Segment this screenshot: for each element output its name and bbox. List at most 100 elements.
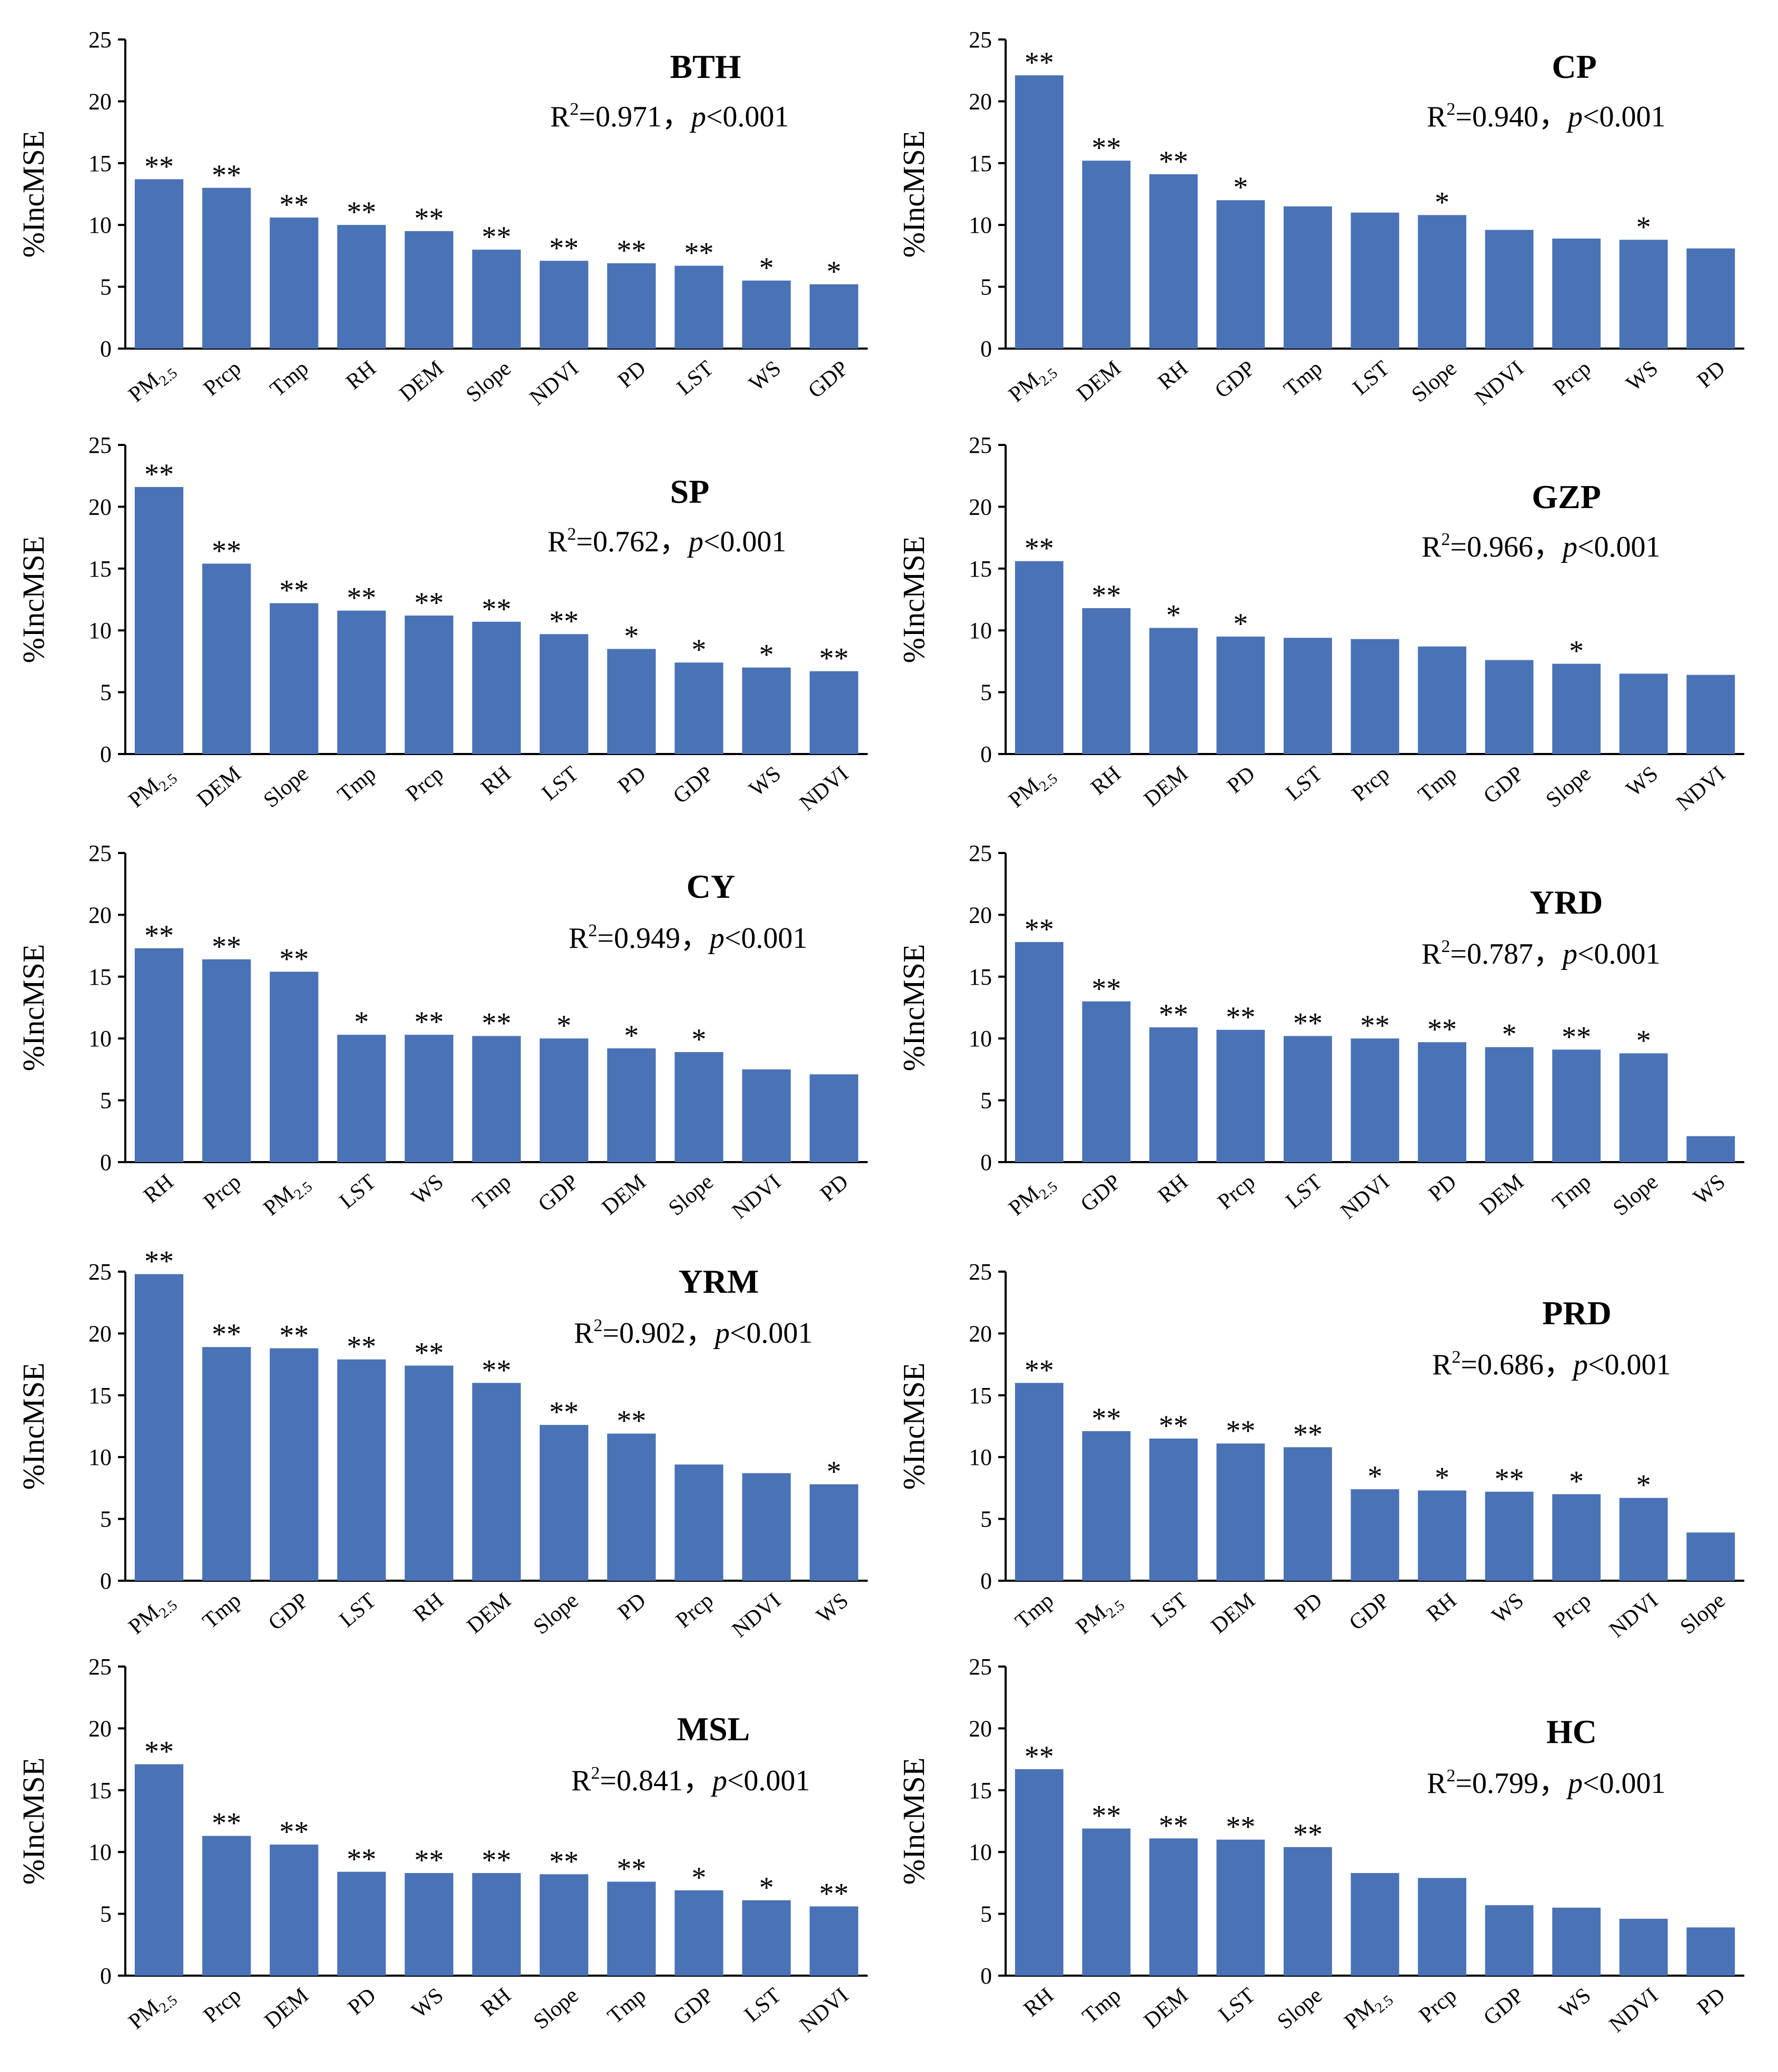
y-tick-label: 5	[980, 1506, 992, 1532]
y-tick-label: 5	[980, 1088, 992, 1114]
y-tick-label: 15	[88, 151, 112, 176]
x-tick-label: DEM	[193, 761, 246, 811]
significance-label: **	[617, 1853, 646, 1886]
stat-annotation: R2=0.902，p<0.001	[574, 1316, 813, 1350]
bar-tmp	[1015, 1383, 1064, 1581]
bar-ndvi	[1619, 1498, 1668, 1581]
bar-slope	[540, 1874, 589, 1976]
significance-label: **	[279, 943, 309, 975]
y-tick-label: 20	[88, 494, 112, 520]
x-tick-label: NDVI	[1605, 1588, 1663, 1642]
bar-ndvi	[1686, 675, 1735, 754]
bar-dem	[472, 1383, 521, 1581]
bar-pd	[809, 1074, 859, 1162]
bar-lst	[1149, 1438, 1198, 1581]
significance-label: *	[1636, 1024, 1651, 1057]
bar-pd	[1686, 248, 1735, 349]
bar-tmp	[337, 610, 386, 754]
bar-rh	[337, 225, 386, 349]
x-tick-label: Prcp	[199, 1983, 246, 2028]
x-tick-label: NDVI	[728, 1588, 786, 1642]
x-tick-label: DEM	[1139, 761, 1193, 811]
significance-label: *	[624, 1019, 639, 1052]
x-tick-label: RH	[342, 356, 381, 394]
significance-label: **	[144, 1735, 174, 1768]
y-axis-label: %IncMSE	[16, 131, 51, 258]
significance-label: *	[1636, 1469, 1651, 1502]
y-tick-label: 20	[969, 1716, 992, 1741]
chart-title: CY	[687, 868, 735, 905]
bar-gdp	[1485, 1905, 1534, 1976]
x-tick-label: LST	[538, 761, 583, 805]
y-tick-label: 5	[100, 1901, 112, 1927]
significance-label: **	[1025, 46, 1054, 79]
y-axis-label: %IncMSE	[897, 1363, 931, 1490]
significance-label: **	[347, 582, 376, 614]
x-tick-label: LST	[335, 1169, 381, 1213]
chart-title: YRD	[1530, 884, 1603, 921]
bar-tmp	[1082, 1828, 1131, 1976]
x-tick-label: Prcp	[671, 1588, 718, 1633]
x-tick-label: PD	[613, 1588, 651, 1625]
x-tick-label: GDP	[1210, 356, 1260, 403]
x-tick-label: LST	[1348, 356, 1394, 400]
bar-ws	[1619, 673, 1668, 754]
x-tick-label: RH	[1422, 1588, 1461, 1627]
y-tick-label: 0	[100, 1568, 112, 1594]
x-tick-label: DEM	[1207, 1588, 1260, 1638]
significance-label: *	[1368, 1460, 1383, 1493]
bar-slope	[1552, 663, 1601, 754]
x-tick-label: RH	[476, 1983, 515, 2021]
x-tick-label: Slope	[1608, 1169, 1663, 1221]
x-tick-label: RH	[1086, 761, 1125, 800]
significance-label: **	[414, 1844, 444, 1877]
y-tick-label: 5	[100, 274, 112, 300]
x-tick-label: GDP	[1479, 1983, 1528, 2030]
significance-label: **	[1091, 1402, 1121, 1435]
bar-pm25	[1015, 75, 1064, 349]
bar-ws	[1619, 240, 1668, 349]
y-tick-label: 20	[969, 88, 992, 114]
x-tick-label: LST	[1147, 1588, 1193, 1632]
x-tick-label: Prcp	[1415, 1983, 1462, 2028]
significance-label: *	[1233, 608, 1248, 640]
chart-panel-msl: 0510152025%IncMSE**PM2.5**Prcp**DEM**PD*…	[16, 1654, 868, 2037]
bar-pm25	[1082, 1431, 1131, 1581]
y-tick-label: 20	[88, 1716, 112, 1741]
y-axis-label: %IncMSE	[16, 536, 51, 663]
y-tick-label: 20	[969, 902, 992, 928]
significance-label: **	[482, 593, 511, 626]
x-tick-label: WS	[1555, 1983, 1596, 2023]
y-tick-label: 15	[88, 964, 112, 990]
significance-label: *	[827, 1455, 841, 1488]
bar-pd	[607, 649, 656, 754]
bar-ndvi	[1619, 1918, 1668, 1976]
significance-label: **	[1159, 1809, 1188, 1842]
y-tick-label: 10	[969, 1839, 992, 1865]
bar-tmp	[270, 217, 319, 349]
significance-label: **	[684, 237, 714, 270]
bar-gdp	[809, 284, 859, 349]
chart-title: BTH	[670, 48, 741, 85]
significance-label: **	[347, 1331, 376, 1363]
y-tick-label: 15	[88, 1383, 112, 1409]
significance-label: **	[1226, 1811, 1255, 1843]
stat-annotation: R2=0.949，p<0.001	[569, 921, 808, 955]
x-tick-label: GDP	[803, 356, 853, 403]
significance-label: **	[1159, 998, 1188, 1031]
significance-label: **	[1159, 1410, 1188, 1442]
y-tick-label: 5	[980, 274, 992, 300]
bar-gdp	[1082, 1001, 1131, 1162]
significance-label: **	[414, 202, 444, 235]
x-tick-label: NDVI	[1672, 761, 1730, 816]
x-tick-label: Tmp	[1548, 1169, 1595, 1215]
bar-lst	[742, 1900, 791, 1976]
chart-panel-yrd: 0510152025%IncMSE**PM2.5**GDP**RH**Prcp*…	[897, 840, 1744, 1224]
stat-annotation: R2=0.799，p<0.001	[1427, 1766, 1666, 1800]
bar-rh	[1149, 174, 1198, 349]
x-tick-label: PD	[343, 1983, 381, 2020]
significance-label: **	[549, 1396, 579, 1429]
x-tick-label: PM2.5	[259, 1169, 315, 1223]
bar-slope	[1418, 215, 1466, 349]
y-tick-label: 25	[88, 840, 112, 866]
